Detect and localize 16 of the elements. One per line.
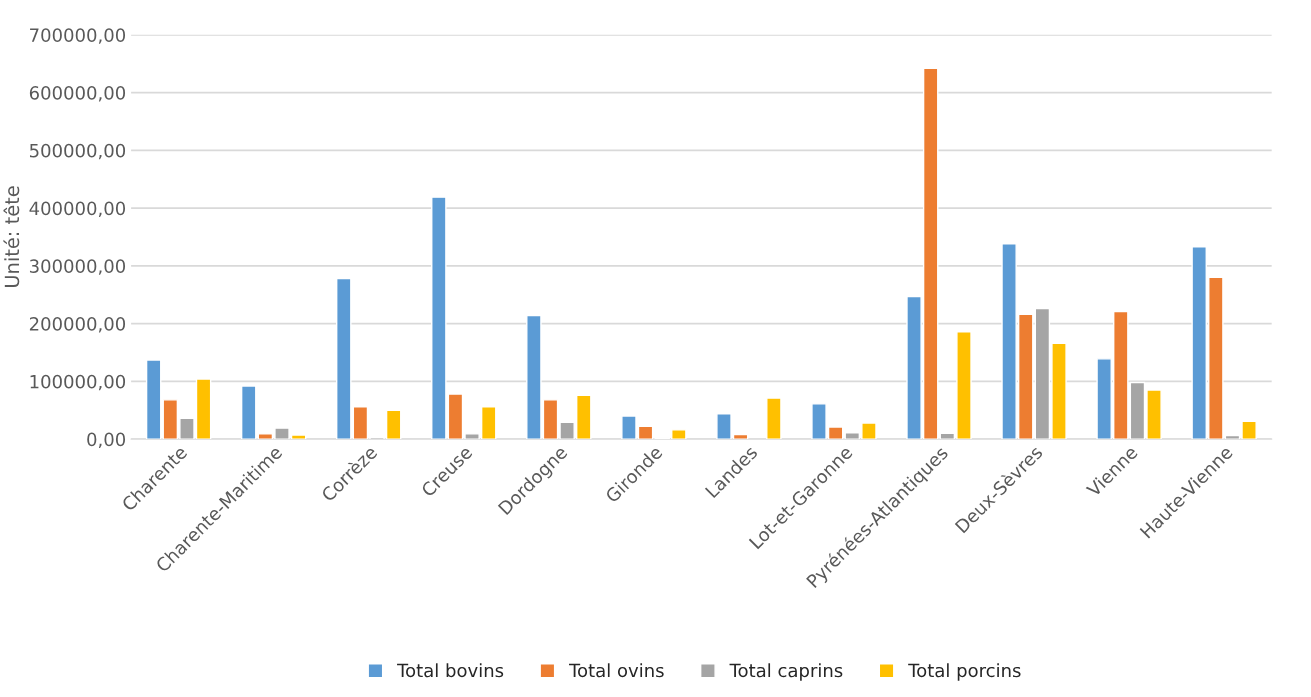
y-tick-label: 100000,00 <box>30 374 126 391</box>
y-axis-title: Unité: tête <box>3 186 20 288</box>
y-tick-label: 400000,00 <box>29 201 126 218</box>
legend-label: Total bovins <box>397 663 504 678</box>
y-tick-label: 300000,00 <box>29 259 126 275</box>
legend-label: Total porcins <box>908 663 1021 681</box>
y-tick-label: 600000,00 <box>29 86 126 102</box>
bar <box>240 385 257 440</box>
legend-label: Total ovins <box>569 663 664 678</box>
bar <box>145 359 162 440</box>
y-tick-label: 700000,00 <box>30 28 126 44</box>
y-tick-label: 500000,00 <box>29 143 126 160</box>
legend-label: Total caprins <box>729 663 843 681</box>
y-tick-label: 200000,00 <box>29 317 126 333</box>
y-tick-label: 0,00 <box>87 432 126 449</box>
bar <box>766 397 782 440</box>
